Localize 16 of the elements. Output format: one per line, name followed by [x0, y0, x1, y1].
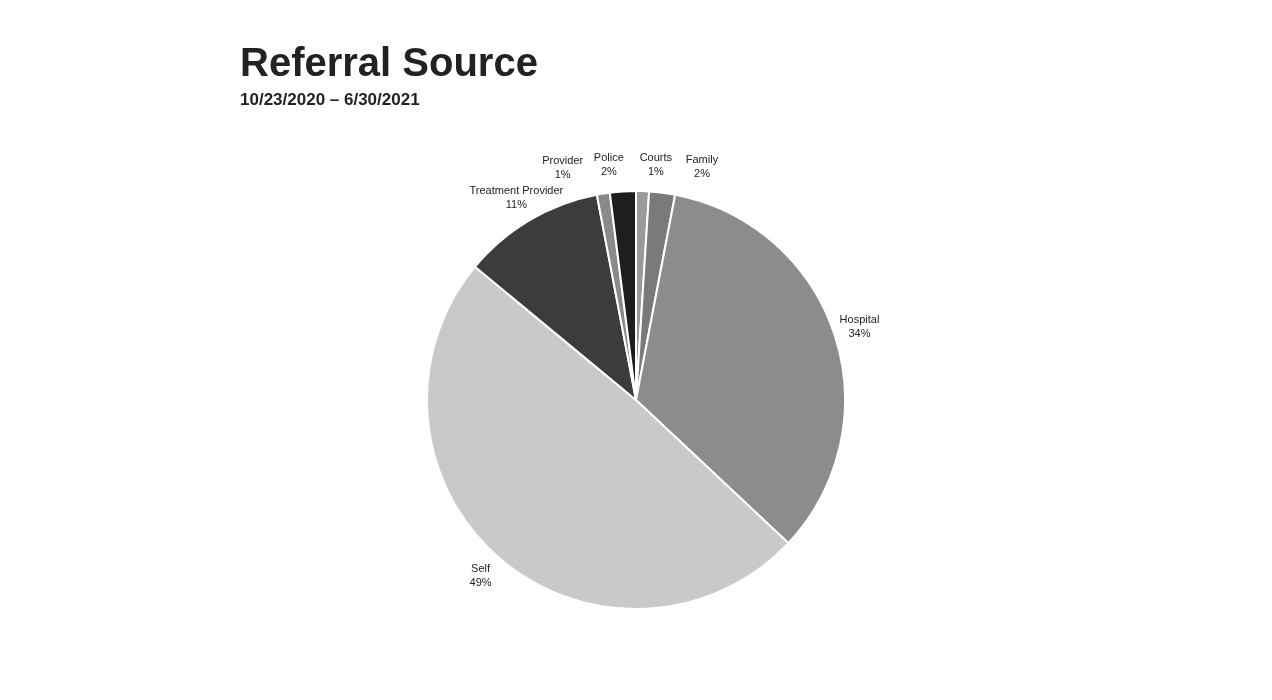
slice-label: Family: [685, 152, 719, 165]
data-label: 34%: [848, 327, 871, 340]
slice-label: Provider: [542, 153, 584, 166]
data-label: 1%: [647, 165, 664, 178]
data-label: 11%: [505, 197, 528, 210]
data-label: 49%: [469, 576, 492, 589]
data-label: 1%: [554, 167, 571, 180]
slice-label: Self: [471, 562, 492, 575]
chart-title: Referral Source: [240, 40, 538, 85]
slice-label: Hospital: [839, 313, 880, 326]
slice-label: Treatment Provider: [469, 183, 564, 196]
chart-subtitle: 10/23/2020 – 6/30/2021: [240, 90, 420, 110]
slice-label: Courts: [639, 151, 673, 164]
data-label: 2%: [694, 166, 711, 179]
slice-label: Police: [593, 151, 624, 164]
data-label: 2%: [600, 165, 617, 178]
